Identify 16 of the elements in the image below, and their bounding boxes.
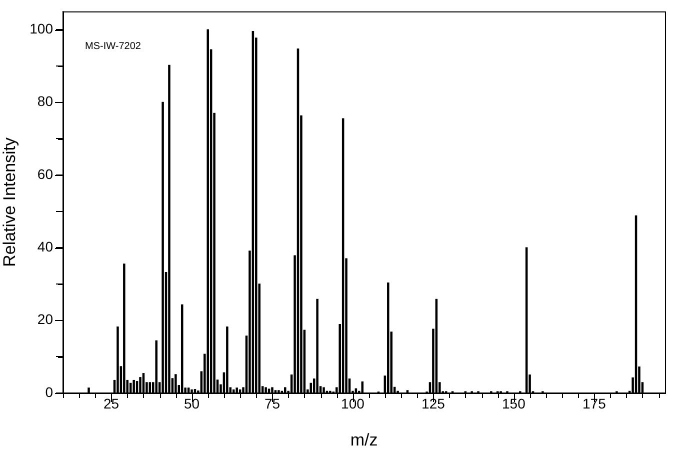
x-tick-label: 100 xyxy=(341,395,365,412)
x-tick-label: 75 xyxy=(264,395,280,412)
y-tick-label: 20 xyxy=(37,311,54,328)
y-tick-label: 40 xyxy=(37,238,54,254)
x-tick-label: 50 xyxy=(184,395,200,412)
x-tick-label: 150 xyxy=(502,395,526,412)
x-tick-label: 125 xyxy=(422,395,446,412)
y-tick-label: 100 xyxy=(30,20,54,36)
y-tick-label: 80 xyxy=(37,93,54,110)
x-axis-title: m/z xyxy=(350,430,378,450)
y-tick-label: 0 xyxy=(45,384,54,400)
y-axis-title: Relative Intensity xyxy=(0,136,19,267)
x-tick-label: 25 xyxy=(104,395,120,412)
y-tick-label: 60 xyxy=(37,166,54,182)
annotation: MS-IW-7202 xyxy=(85,41,142,52)
x-tick-label: 175 xyxy=(582,395,606,412)
